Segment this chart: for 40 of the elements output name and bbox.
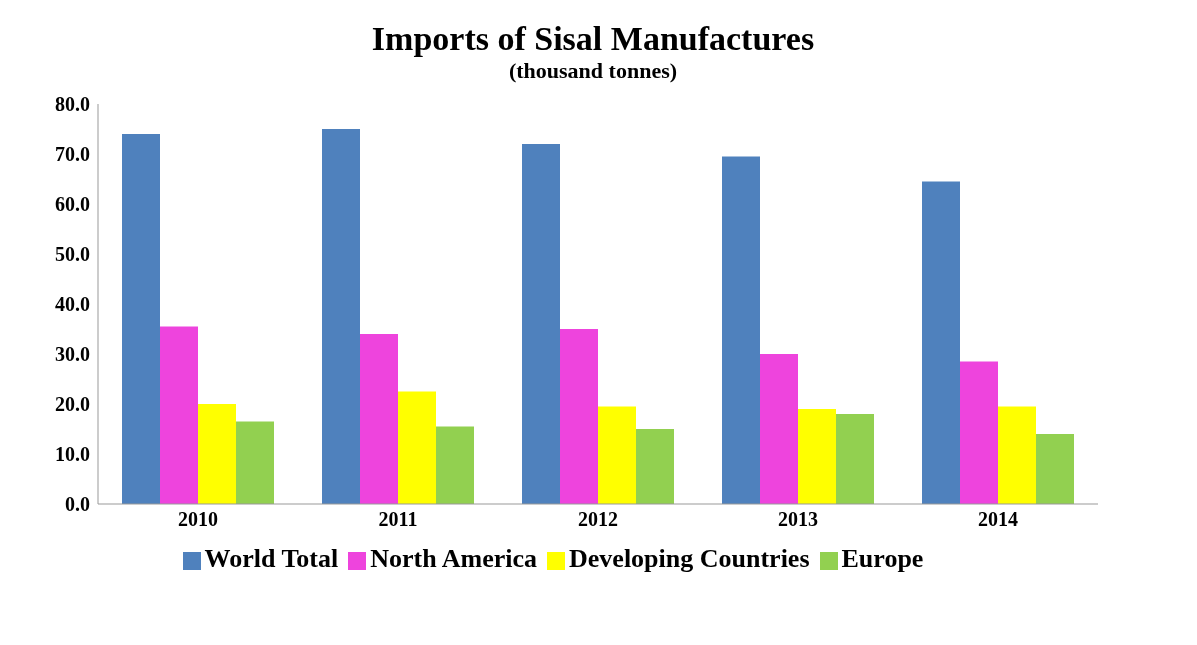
legend-label: Europe [841, 544, 924, 573]
bar [722, 156, 760, 504]
x-tick-label: 2014 [978, 508, 1018, 531]
bar [798, 409, 836, 504]
x-tick-label: 2011 [378, 508, 418, 531]
y-tick-label: 40.0 [55, 293, 90, 316]
chart-title: Imports of Sisal Manufactures [370, 20, 816, 58]
bar [636, 429, 674, 504]
y-tick-label: 0.0 [65, 493, 90, 516]
chart-subtitle: (thousand tonnes) [507, 58, 679, 84]
bar [560, 329, 598, 504]
legend-label: World Total [204, 544, 339, 573]
bar [198, 404, 236, 504]
bar [760, 354, 798, 504]
bar [836, 414, 874, 504]
bar [960, 361, 998, 504]
bar [360, 334, 398, 504]
bar [922, 181, 960, 504]
y-tick-label: 70.0 [55, 143, 90, 166]
bar [236, 421, 274, 504]
x-tick-label: 2013 [778, 508, 818, 531]
bar [998, 406, 1036, 504]
y-tick-label: 60.0 [55, 193, 90, 216]
bar [1036, 434, 1074, 504]
bar [598, 406, 636, 504]
x-tick-label: 2012 [578, 508, 618, 531]
bar [522, 144, 560, 504]
y-tick-label: 20.0 [55, 393, 90, 416]
y-tick-label: 10.0 [55, 443, 90, 466]
legend-label: North America [370, 544, 538, 573]
bar [436, 426, 474, 504]
y-tick-label: 50.0 [55, 243, 90, 266]
y-tick-label: 30.0 [55, 343, 90, 366]
x-tick-label: 2010 [178, 508, 218, 531]
legend-label: Developing Countries [569, 544, 810, 573]
y-tick-label: 80.0 [55, 93, 90, 116]
bar [160, 326, 198, 504]
bar [398, 391, 436, 504]
bar [122, 134, 160, 504]
bar [322, 129, 360, 504]
